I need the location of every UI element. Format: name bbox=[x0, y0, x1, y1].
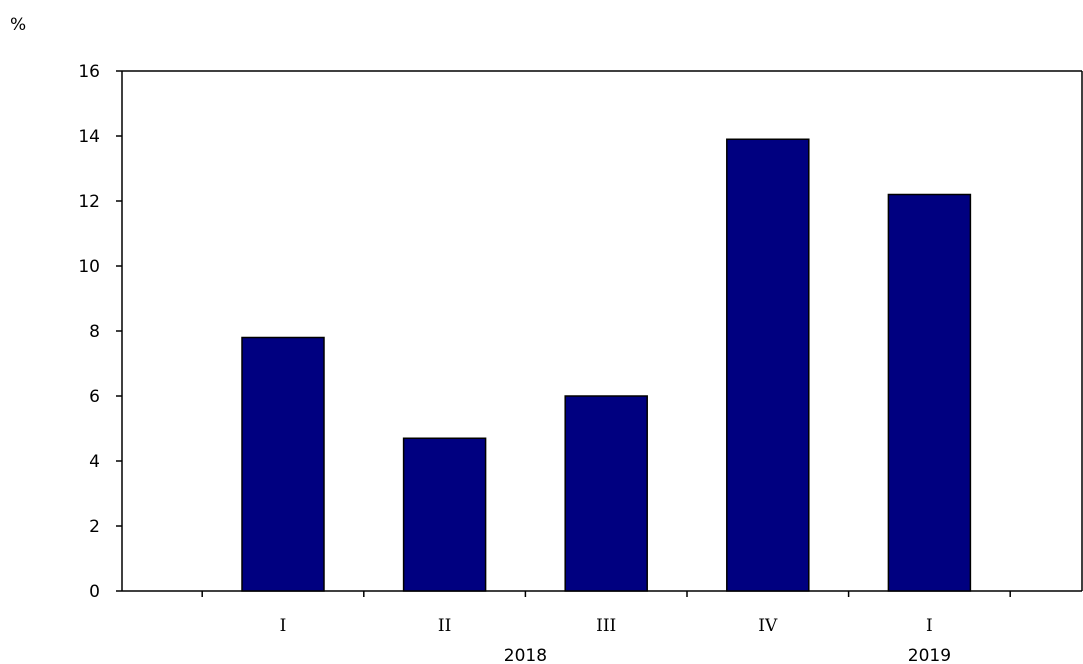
y-tick-label: 2 bbox=[89, 517, 100, 537]
x-category-label: I bbox=[926, 616, 933, 636]
y-tick-label: 6 bbox=[89, 387, 100, 407]
y-tick-label: 4 bbox=[89, 452, 100, 472]
x-year-label: 2018 bbox=[504, 646, 547, 664]
y-tick-label: 8 bbox=[89, 322, 100, 342]
bar bbox=[402, 437, 487, 592]
bars bbox=[241, 138, 972, 592]
x-category-label: I bbox=[280, 616, 287, 636]
y-tick-label: 12 bbox=[78, 192, 100, 212]
y-axis: 0 2 4 6 8 10 12 14 16 bbox=[78, 62, 122, 602]
y-tick-label: 0 bbox=[89, 582, 100, 602]
x-category-label: III bbox=[596, 616, 616, 636]
y-axis-unit-label: % bbox=[10, 15, 26, 35]
x-year-label: 2019 bbox=[908, 646, 951, 664]
y-tick-label: 16 bbox=[78, 62, 100, 82]
bar bbox=[241, 336, 325, 592]
bar bbox=[564, 395, 648, 592]
bar bbox=[887, 193, 972, 592]
x-category-label: II bbox=[438, 616, 451, 636]
y-tick-label: 14 bbox=[78, 127, 100, 147]
x-category-label: IV bbox=[758, 616, 778, 636]
y-tick-label: 10 bbox=[78, 257, 100, 277]
bar bbox=[726, 138, 810, 592]
